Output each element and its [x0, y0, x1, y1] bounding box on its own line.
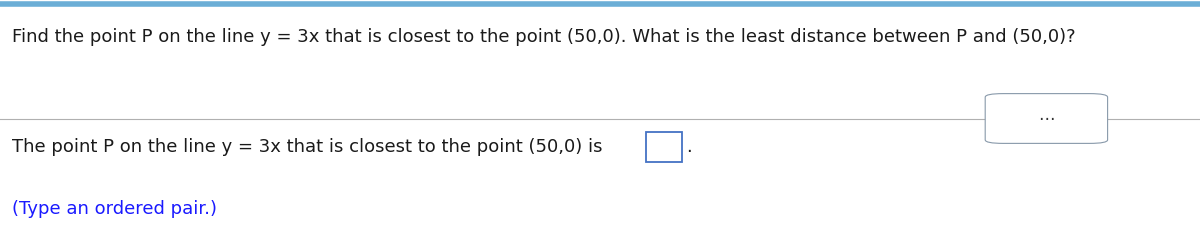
Text: ⋯: ⋯ [1038, 109, 1055, 128]
Text: .: . [686, 138, 692, 156]
Text: The point P on the line y = 3x that is closest to the point (50,0) is: The point P on the line y = 3x that is c… [12, 138, 602, 156]
Text: Find the point P on the line y = 3x that is closest to the point (50,0). What is: Find the point P on the line y = 3x that… [12, 28, 1075, 46]
FancyBboxPatch shape [646, 132, 682, 162]
Text: (Type an ordered pair.): (Type an ordered pair.) [12, 200, 217, 218]
FancyBboxPatch shape [985, 94, 1108, 143]
